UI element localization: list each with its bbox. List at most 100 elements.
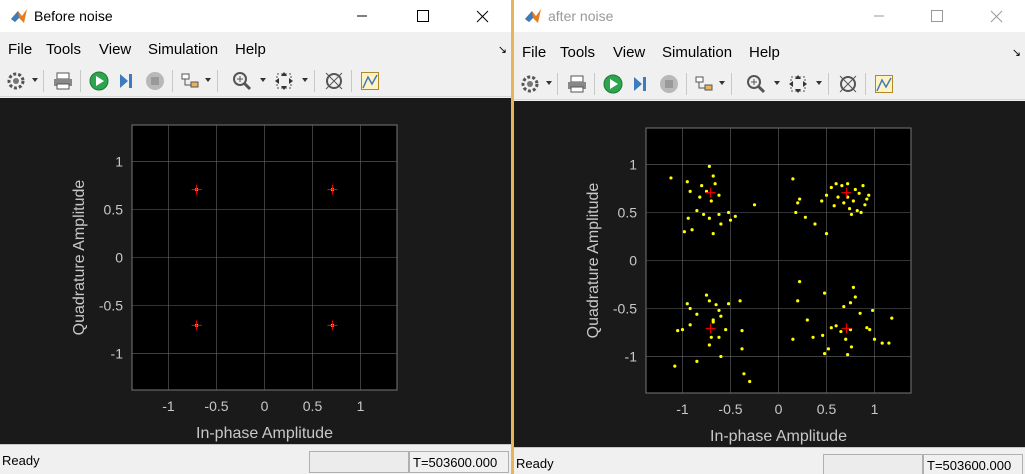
constellation-point (676, 328, 680, 333)
constellation-point (880, 341, 884, 345)
constellation-point (752, 203, 757, 207)
constellation-point (861, 184, 865, 188)
settings-gear-icon[interactable] (520, 74, 540, 94)
menu-view[interactable]: View (99, 41, 132, 58)
menu-view[interactable]: View (613, 44, 646, 61)
scale-dropdown-icon[interactable] (816, 81, 822, 85)
run-icon[interactable] (89, 71, 109, 91)
title-bar[interactable]: Before noise (0, 0, 511, 32)
highlight-simulink-block-icon[interactable] (180, 71, 200, 91)
maximize-button[interactable] (400, 0, 446, 32)
y-axis-label: Quadrature Amplitude (71, 180, 88, 336)
constellation-point (824, 193, 829, 197)
constellation-point (840, 184, 844, 188)
close-button[interactable] (973, 0, 1019, 32)
zoom-in-icon[interactable] (232, 71, 252, 91)
constellation-point (826, 347, 831, 351)
block-dropdown-icon[interactable] (719, 81, 725, 85)
stop-icon[interactable] (659, 74, 679, 94)
menu-file[interactable]: File (522, 44, 547, 61)
minimize-button[interactable] (339, 0, 385, 32)
constellation-point (673, 364, 677, 368)
step-forward-icon[interactable] (117, 71, 137, 91)
zoom-dropdown-icon[interactable] (260, 78, 266, 82)
constellation-point (863, 203, 867, 207)
close-icon (990, 10, 1002, 22)
toolbar-separator (557, 73, 558, 95)
constellation-plot[interactable]: -1 -0.5 0 0.5 1 1 0.5 0 -0.5 -1 In-phase Amplitude… (514, 101, 1025, 447)
y-tick-label: 0 (115, 250, 123, 266)
y-tick-label: 0.5 (104, 201, 124, 217)
measurements-icon[interactable] (874, 74, 894, 94)
constellation-point (853, 187, 857, 192)
menu-tools[interactable]: Tools (46, 41, 82, 58)
dock-arrow-icon[interactable]: ↘ (497, 44, 507, 56)
signal-selection-icon[interactable] (324, 71, 344, 91)
scale-axes-icon[interactable] (788, 74, 808, 94)
title-bar[interactable]: after noise (514, 0, 1025, 32)
settings-gear-icon[interactable] (6, 71, 26, 91)
toolbar-separator (43, 70, 44, 92)
constellation-point (857, 191, 861, 195)
block-dropdown-icon[interactable] (205, 78, 211, 82)
x-tick-label: 0.5 (303, 398, 323, 414)
signal-selection-icon[interactable] (838, 74, 858, 94)
constellation-point (707, 343, 711, 347)
constellation-point (832, 204, 836, 208)
dock-arrow-icon[interactable]: ↘ (1011, 47, 1021, 59)
run-icon[interactable] (603, 74, 623, 94)
y-tick-label: 0 (629, 253, 637, 269)
scale-axes-icon[interactable] (274, 71, 294, 91)
toolbar-separator (314, 70, 315, 92)
menu-help[interactable]: Help (235, 41, 266, 58)
constellation-plot[interactable]: -1 -0.5 0 0.5 1 1 0.5 0 -0.5 -1 In-phase Amplitude… (0, 98, 511, 444)
constellation-point (707, 164, 711, 169)
menu-file[interactable]: File (8, 41, 33, 58)
constellation-point (688, 306, 692, 311)
x-tick-label: -1 (162, 398, 175, 414)
minimize-icon (874, 15, 884, 17)
constellation-point (865, 197, 869, 201)
settings-dropdown-icon[interactable] (546, 81, 552, 85)
toolbar (0, 65, 511, 97)
menu-bar: File Tools View Simulation Help ↘ (514, 40, 1025, 66)
constellation-point (829, 326, 833, 330)
constellation-point (685, 302, 689, 306)
menu-tools[interactable]: Tools (560, 44, 596, 61)
constellation-point (728, 218, 733, 222)
step-forward-icon[interactable] (631, 74, 651, 94)
menu-simulation[interactable]: Simulation (662, 44, 733, 61)
stop-icon[interactable] (145, 71, 165, 91)
toolbar-separator (865, 73, 866, 95)
zoom-in-icon[interactable] (746, 74, 766, 94)
constellation-point (719, 222, 723, 226)
constellation-point (834, 182, 838, 186)
highlight-simulink-block-icon[interactable] (694, 74, 714, 94)
menu-simulation[interactable]: Simulation (148, 41, 219, 58)
scale-dropdown-icon[interactable] (302, 78, 308, 82)
constellation-point (733, 214, 737, 218)
constellation-point (870, 308, 875, 313)
constellation-point (847, 207, 852, 211)
x-tick-label: -1 (676, 401, 689, 417)
constellation-point (851, 285, 855, 289)
constellation-point (822, 352, 827, 356)
settings-dropdown-icon[interactable] (32, 78, 38, 82)
y-axis-label: Quadrature Amplitude (585, 183, 602, 339)
menu-help[interactable]: Help (749, 44, 780, 61)
reference-marker (705, 187, 716, 198)
maximize-button[interactable] (914, 0, 960, 32)
constellation-point (702, 212, 706, 217)
x-tick-label: 1 (871, 401, 879, 417)
constellation-point (829, 185, 833, 190)
constellation-point (700, 184, 704, 188)
print-icon[interactable] (53, 71, 73, 91)
print-icon[interactable] (567, 74, 587, 94)
measurements-icon[interactable] (360, 71, 380, 91)
minimize-button[interactable] (856, 0, 902, 32)
constellation-point (805, 318, 809, 322)
close-button[interactable] (459, 0, 505, 32)
toolbar-separator (172, 70, 173, 92)
window-title: after noise (548, 8, 614, 24)
zoom-dropdown-icon[interactable] (774, 81, 780, 85)
